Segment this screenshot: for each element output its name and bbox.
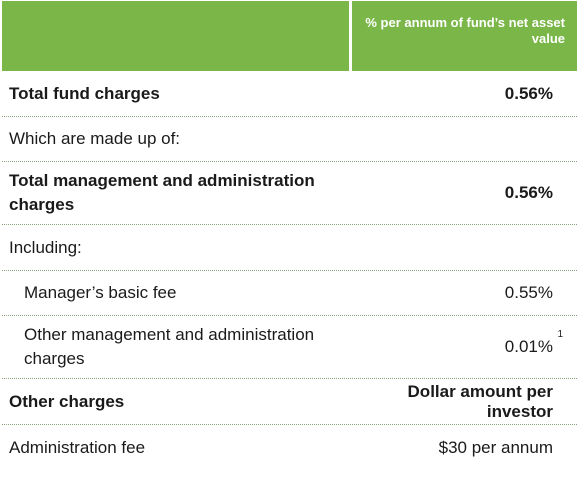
row-label: Administration fee xyxy=(9,437,146,457)
row-value: Dollar amount per investor xyxy=(407,381,553,421)
table-row: Administration fee $30 per annum xyxy=(2,425,577,470)
table-row: Other charges Dollar amount per investor xyxy=(2,379,577,425)
row-label: Other management and administration char… xyxy=(24,325,315,368)
row-label: Which are made up of: xyxy=(9,129,181,148)
header-column-label: % per annum of fund’s net asset value xyxy=(352,1,577,71)
row-value: 0.01% 1 xyxy=(352,329,577,357)
table-row: Other management and administration char… xyxy=(2,316,577,379)
row-label: Manager’s basic fee xyxy=(24,283,177,302)
fees-table: % per annum of fund’s net asset value To… xyxy=(2,1,577,470)
row-label: Including: xyxy=(9,237,82,257)
footnote-marker: 1 xyxy=(557,329,563,340)
row-value: $30 per annum xyxy=(438,437,553,457)
row-value: 0.56% xyxy=(504,183,553,202)
table-row: Total fund charges 0.56% xyxy=(2,71,577,117)
table-header: % per annum of fund’s net asset value xyxy=(2,1,577,71)
row-value: 0.56% xyxy=(504,83,553,103)
table-row: Including: xyxy=(2,225,577,271)
row-label: Other charges xyxy=(9,391,125,411)
table-row: Manager’s basic fee 0.55% xyxy=(2,271,577,316)
header-blank-cell xyxy=(2,1,349,71)
table-row: Which are made up of: xyxy=(2,117,577,162)
table-row: Total management and administration char… xyxy=(2,162,577,225)
row-value: 0.55% xyxy=(504,283,553,302)
row-label: Total fund charges xyxy=(9,83,160,103)
row-label: Total management and administration char… xyxy=(9,171,315,214)
row-value-text: 0.01% xyxy=(504,337,553,356)
